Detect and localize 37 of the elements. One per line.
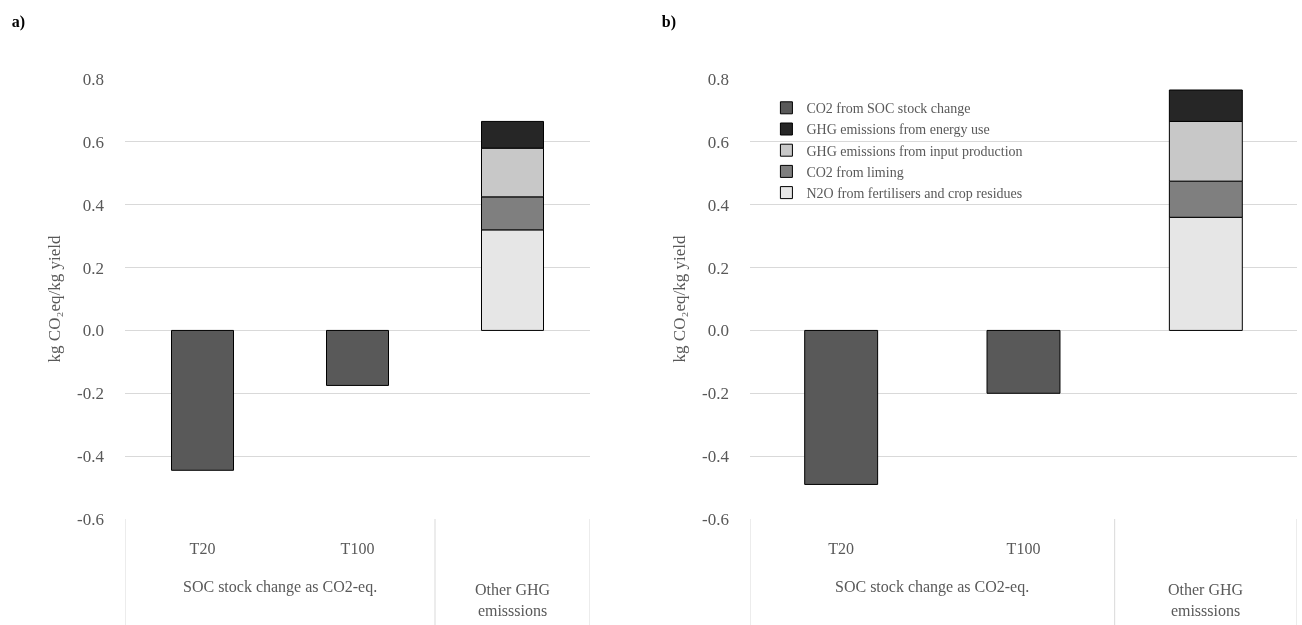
text: Other GHG emisssions bbox=[475, 581, 551, 619]
y-tick-label: 0.4 bbox=[82, 195, 105, 215]
y-tick-label: 0.2 bbox=[82, 258, 104, 278]
y-tick-label: -0.2 bbox=[702, 384, 729, 404]
bar bbox=[326, 329, 389, 386]
y-axis-title: kg CO₂eq/kg yield bbox=[669, 235, 689, 363]
y-tick-label: 0.4 bbox=[707, 195, 730, 215]
legend-label: CO2 from liming bbox=[806, 164, 904, 180]
bar bbox=[171, 329, 234, 471]
text: SOC stock change as CO2-eq. bbox=[835, 578, 1030, 596]
y-tick-label: 0.0 bbox=[82, 321, 104, 341]
y-tick-label: 0.8 bbox=[82, 69, 104, 89]
y-axis-title: kg CO₂eq/kg yield bbox=[44, 235, 64, 363]
x-tick-label: T100 bbox=[1006, 540, 1041, 557]
y-tick-label: -0.4 bbox=[702, 447, 730, 467]
bar bbox=[804, 329, 879, 485]
legend-label: CO2 from SOC stock change bbox=[806, 101, 971, 117]
legend-label: GHG emissions from input production bbox=[806, 143, 1023, 159]
text: SOC stock change as CO2-eq. bbox=[183, 578, 378, 596]
chart-title: a) bbox=[11, 12, 26, 31]
legend-label: GHG emissions from energy use bbox=[806, 122, 990, 138]
x-tick-label: T20 bbox=[828, 540, 855, 557]
chart-title: b) bbox=[661, 12, 676, 31]
x-tick-label: T100 bbox=[340, 540, 375, 557]
y-tick-label: -0.6 bbox=[77, 509, 104, 529]
y-tick-label: 0.6 bbox=[82, 132, 104, 152]
legend-label: N2O from fertilisers and crop residues bbox=[806, 186, 1023, 202]
y-tick-label: -0.2 bbox=[77, 384, 104, 404]
x-tick-label: T20 bbox=[189, 540, 216, 557]
y-tick-label: -0.4 bbox=[77, 447, 105, 467]
y-tick-label: -0.6 bbox=[702, 509, 729, 529]
y-tick-label: 0.2 bbox=[707, 258, 729, 278]
y-tick-label: 0.6 bbox=[707, 132, 729, 152]
y-tick-label: 0.0 bbox=[707, 321, 729, 341]
text: Other GHG emisssions bbox=[1168, 581, 1244, 619]
y-tick-label: 0.8 bbox=[707, 69, 729, 89]
bar bbox=[986, 329, 1061, 394]
